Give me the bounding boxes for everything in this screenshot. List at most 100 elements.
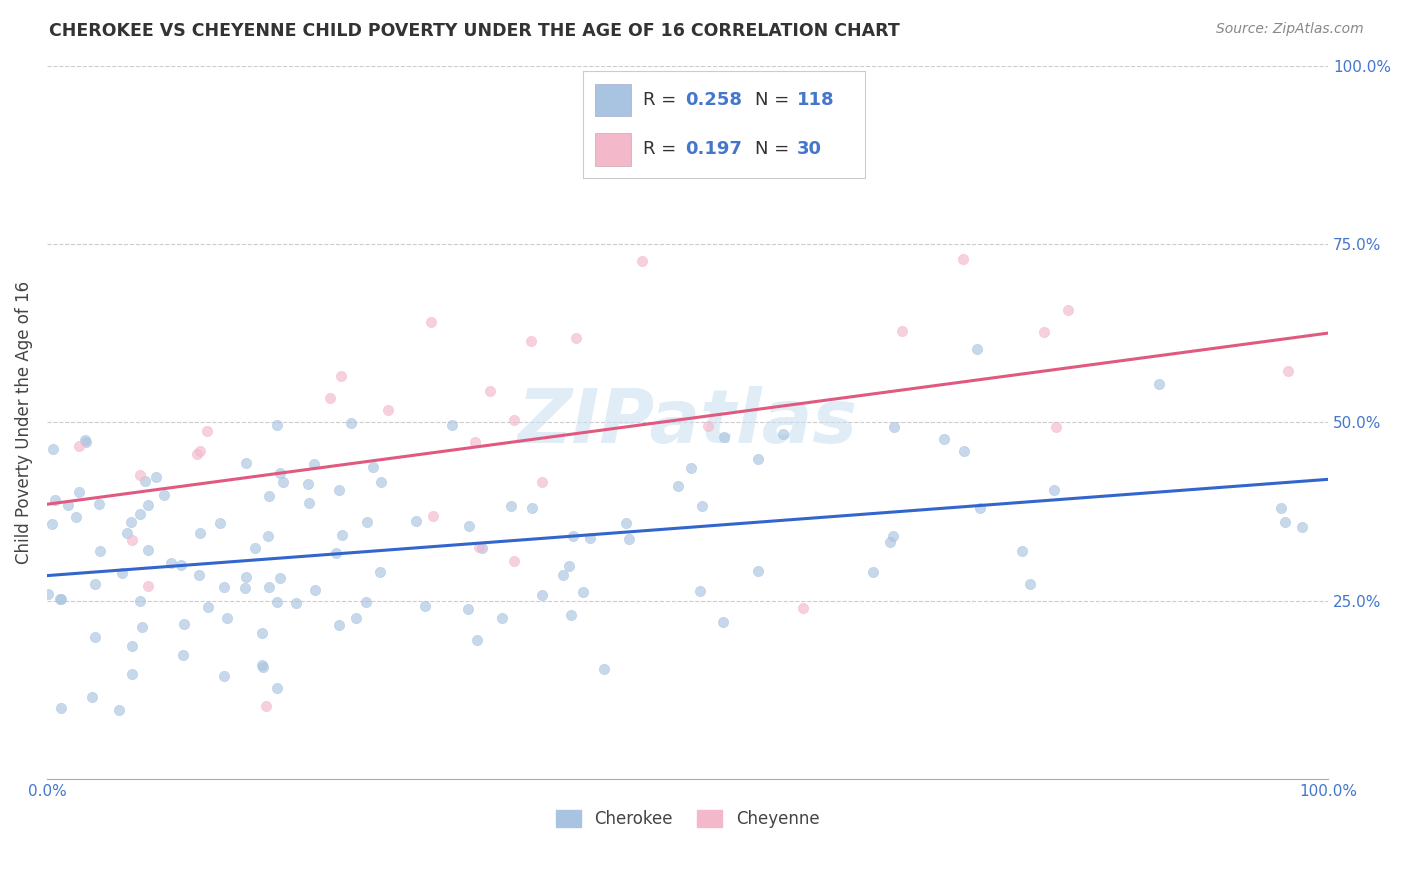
Point: [84, 630, 107, 644]
Point: [108, 703, 131, 717]
Point: [252, 660, 274, 674]
Point: [49, 592, 72, 607]
Point: [953, 443, 976, 458]
Point: [134, 474, 156, 488]
Point: [631, 253, 654, 268]
Point: [882, 529, 904, 543]
Point: [254, 698, 277, 713]
Point: [356, 515, 378, 529]
Point: [87, 497, 110, 511]
Point: [441, 418, 464, 433]
Point: [502, 413, 524, 427]
Text: 0.258: 0.258: [685, 91, 742, 109]
Point: [1043, 483, 1066, 497]
Point: [1274, 515, 1296, 529]
Legend: Cherokee, Cheyenne: Cherokee, Cheyenne: [548, 804, 827, 835]
Point: [572, 585, 595, 599]
Point: [330, 527, 353, 541]
Point: [616, 516, 638, 530]
Point: [187, 568, 209, 582]
Point: [259, 489, 281, 503]
Point: [269, 466, 291, 480]
Point: [128, 594, 150, 608]
Point: [565, 331, 588, 345]
Point: [266, 595, 288, 609]
Point: [67, 484, 90, 499]
Point: [952, 252, 974, 266]
Point: [499, 499, 522, 513]
Point: [520, 501, 543, 516]
Point: [250, 658, 273, 673]
Point: [560, 608, 582, 623]
Point: [551, 568, 574, 582]
Point: [145, 470, 167, 484]
Point: [519, 334, 541, 348]
Point: [558, 558, 581, 573]
Text: 30: 30: [797, 141, 823, 159]
Point: [578, 531, 600, 545]
Point: [1045, 420, 1067, 434]
Point: [1056, 303, 1078, 318]
Point: [37, 586, 59, 600]
Point: [531, 588, 554, 602]
Text: R =: R =: [643, 91, 682, 109]
Point: [121, 533, 143, 547]
Point: [41, 442, 63, 456]
Point: [304, 583, 326, 598]
Point: [58, 499, 80, 513]
Point: [1032, 325, 1054, 339]
Point: [257, 580, 280, 594]
Point: [531, 475, 554, 489]
Point: [208, 516, 231, 530]
Point: [328, 483, 350, 497]
Point: [328, 618, 350, 632]
Point: [67, 439, 90, 453]
Point: [689, 583, 711, 598]
Point: [457, 602, 479, 616]
Point: [273, 475, 295, 489]
Text: Source: ZipAtlas.com: Source: ZipAtlas.com: [1216, 22, 1364, 37]
Point: [932, 433, 955, 447]
Text: 118: 118: [797, 91, 835, 109]
Point: [711, 615, 734, 629]
Point: [1147, 376, 1170, 391]
Point: [890, 324, 912, 338]
Point: [129, 467, 152, 482]
Point: [747, 452, 769, 467]
Point: [1277, 363, 1299, 377]
Point: [188, 444, 211, 458]
Point: [111, 566, 134, 581]
Point: [468, 541, 491, 555]
Point: [266, 681, 288, 695]
Point: [772, 427, 794, 442]
Point: [190, 526, 212, 541]
Point: [1018, 577, 1040, 591]
Point: [235, 456, 257, 470]
Point: [121, 639, 143, 653]
Point: [561, 528, 583, 542]
Point: [297, 496, 319, 510]
Point: [235, 569, 257, 583]
Text: N =: N =: [755, 91, 794, 109]
Point: [465, 633, 488, 648]
Point: [325, 546, 347, 560]
Point: [966, 343, 988, 357]
Point: [212, 580, 235, 594]
Point: [269, 571, 291, 585]
Point: [186, 447, 208, 461]
Point: [215, 611, 238, 625]
Point: [129, 508, 152, 522]
Point: [503, 554, 526, 568]
Point: [713, 430, 735, 444]
Point: [1291, 520, 1313, 534]
Point: [297, 477, 319, 491]
Text: ZIPatlas: ZIPatlas: [517, 385, 858, 458]
Point: [121, 666, 143, 681]
Point: [862, 566, 884, 580]
Point: [170, 558, 193, 572]
Point: [697, 419, 720, 434]
Point: [419, 315, 441, 329]
Point: [318, 392, 340, 406]
Point: [471, 541, 494, 555]
Point: [160, 556, 183, 570]
